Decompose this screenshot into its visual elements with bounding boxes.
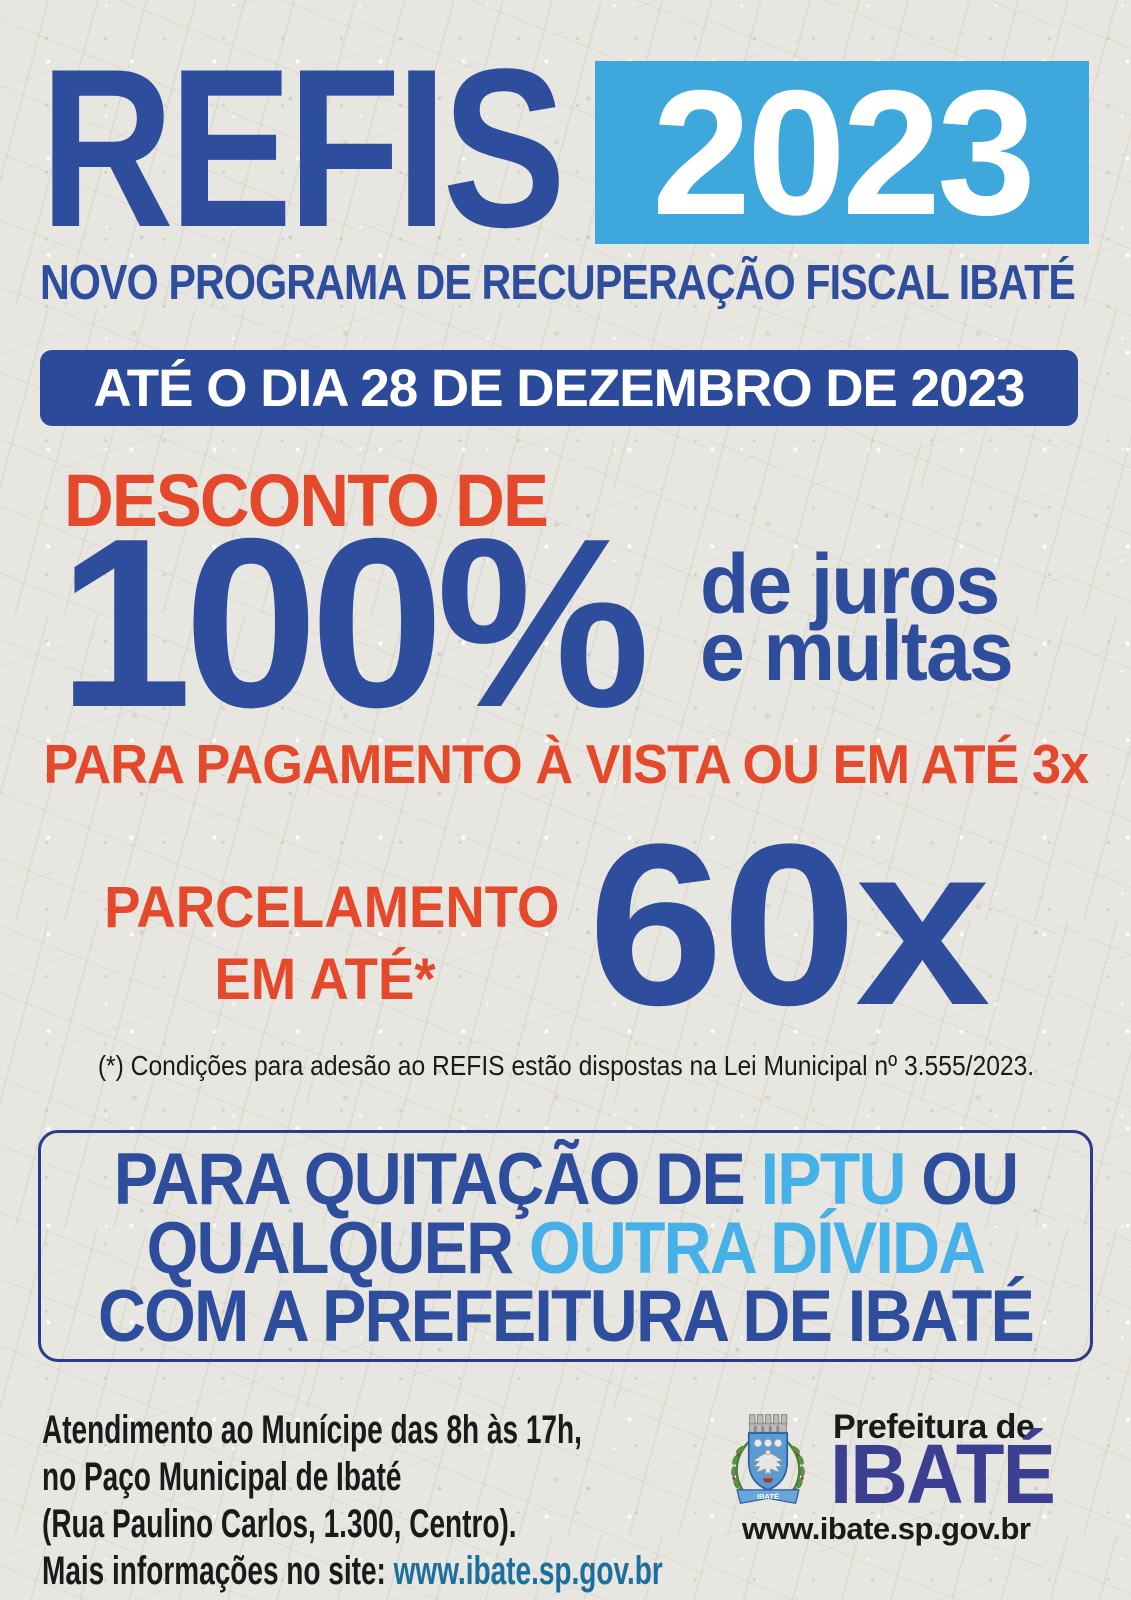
scope-accent-outra-divida: OUTRA DÍVIDA [528,1207,986,1289]
installments-label-line1: PARCELAMENTO [104,875,560,940]
info-line-4-label: Mais informações no site: [42,1549,394,1593]
footer-info: Atendimento ao Munícipe das 8h às 17h, n… [42,1410,663,1598]
scope-accent-iptu: IPTU [760,1139,907,1221]
crest-ribbon-text: IBATÉ [757,1492,779,1501]
discount-value: 100% [58,489,650,758]
discount-condition: PARA PAGAMENTO À VISTA OU EM ATÉ 3x [0,737,1131,792]
org-name: IBATÉ [830,1427,1056,1521]
info-line-3: (Rua Paulino Carlos, 1.300, Centro). [42,1502,517,1546]
discount-detail-line1: de juros [700,537,1000,631]
coat-of-arms-icon: IBATÉ [726,1408,810,1510]
scope-box: PARA QUITAÇÃO DE IPTU OU QUALQUER OUTRA … [38,1130,1093,1362]
installments-label: PARCELAMENTO EM ATÉ* [104,872,560,1016]
info-line-2: no Paço Municipal de Ibaté [42,1455,402,1499]
discount-detail-line2: e multas [700,604,1014,699]
scope-line1-part1: PARA QUITAÇÃO DE [113,1139,761,1221]
scope-line-3: COM A PREFEITURA DE IBATÉ [98,1276,1035,1358]
year-badge: 2023 [595,61,1089,244]
scope-line2-part1: QUALQUER [146,1207,529,1289]
scope-line-2: QUALQUER OUTRA DÍVIDA [88,1212,1043,1285]
info-line-1: Atendimento ao Munícipe das 8h às 17h, [42,1408,582,1452]
discount-detail: de juros e multas [700,537,1014,699]
deadline-text: ATÉ O DIA 28 DE DEZEMBRO DE 2023 [93,358,1025,418]
program-title: REFIS [40,21,566,274]
info-line-4: Mais informações no site: www.ibate.sp.g… [42,1551,663,1591]
org-url[interactable]: www.ibate.sp.gov.br [742,1511,1031,1546]
disclaimer-text: (*) Condições para adesão ao REFIS estão… [97,1050,1034,1081]
disclaimer: (*) Condições para adesão ao REFIS estão… [0,1050,1131,1082]
installments-value: 60x [588,796,991,1053]
deadline-banner: ATÉ O DIA 28 DE DEZEMBRO DE 2023 [40,350,1078,426]
site-link[interactable]: www.ibate.sp.gov.br [393,1549,663,1593]
scope-line-1: PARA QUITAÇÃO DE IPTU OU [88,1143,1043,1216]
installments-label-line2: EM ATÉ* [214,946,436,1012]
program-subtitle: NOVO PROGRAMA DE RECUPERAÇÃO FISCAL IBAT… [40,256,1076,310]
discount-label: DESCONTO DE [64,459,549,542]
year-text: 2023 [652,52,1036,252]
org-label: Prefeitura de [833,1408,1035,1446]
scope-line1-part2: OU [904,1139,1019,1221]
discount-condition-text: PARA PAGAMENTO À VISTA OU EM ATÉ 3x [43,733,1089,795]
